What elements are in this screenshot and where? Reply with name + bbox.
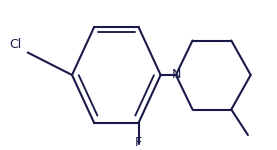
Text: Cl: Cl	[10, 39, 22, 51]
Text: F: F	[135, 135, 142, 148]
Text: N: N	[172, 69, 181, 81]
